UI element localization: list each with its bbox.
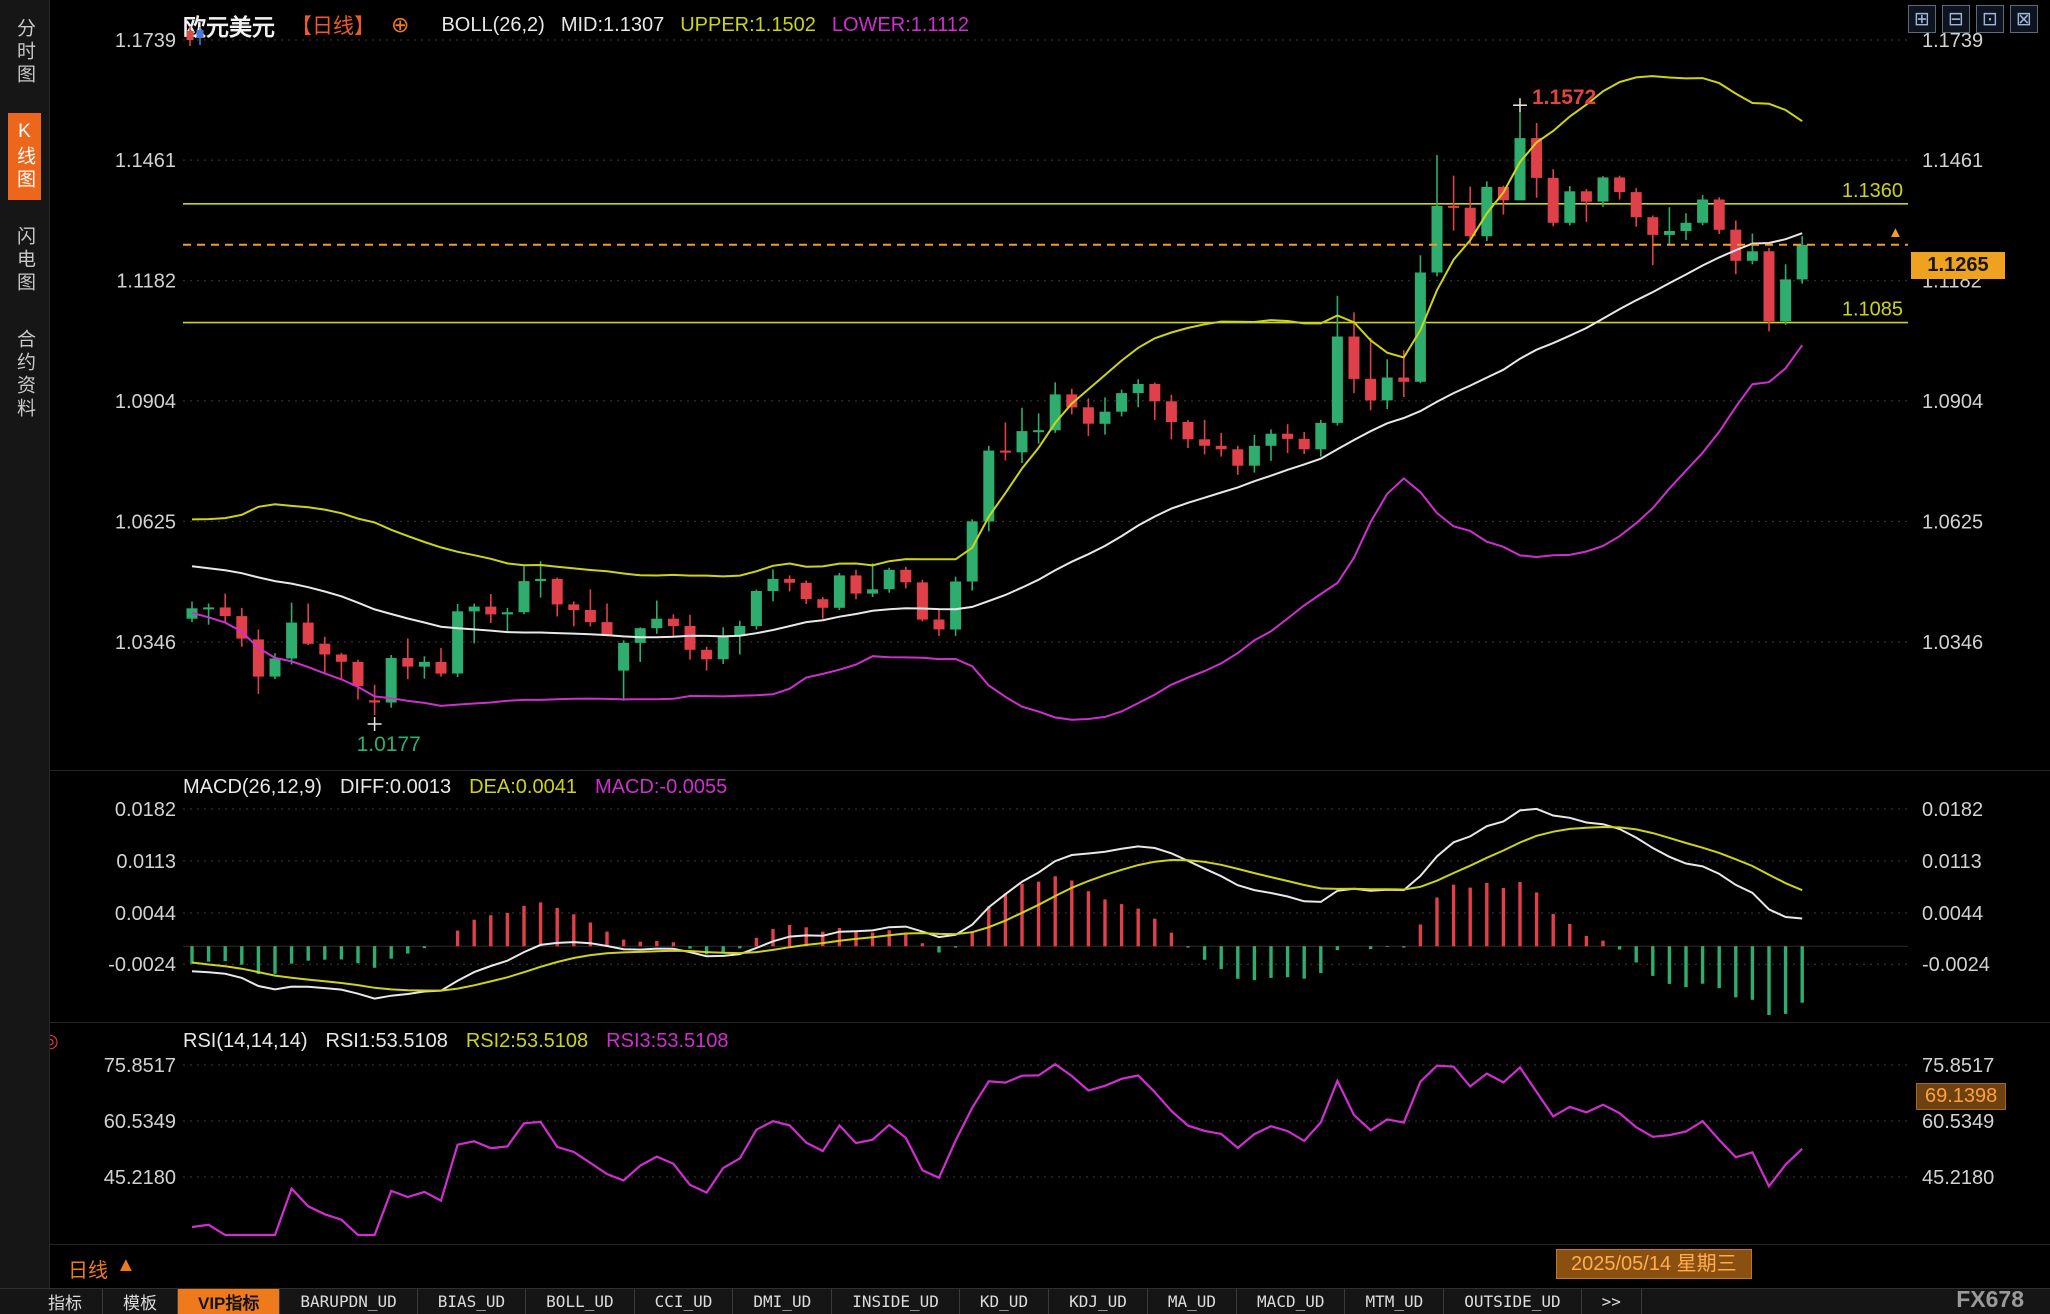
sidebar-item-3[interactable]: 合约资料 [14,329,35,421]
boll-lower-value: LOWER:1.1112 [831,13,969,36]
svg-text:0.0182: 0.0182 [115,799,176,821]
toolbar-indicator-kdj_ud[interactable]: KDJ_UD [1049,1289,1148,1314]
svg-text:1.1085: 1.1085 [1842,299,1903,321]
macd-bar-value: MACD:-0.0055 [594,776,728,798]
svg-text:75.8517: 75.8517 [1922,1055,1994,1077]
toolbar-indicator-cci_ud[interactable]: CCI_UD [635,1289,734,1314]
timeframe-up-arrow-icon: ▲ [116,1254,136,1276]
rsi3-value: RSI3:53.5108 [606,1030,729,1052]
macd-lines [191,807,1803,1000]
macd-label: MACD(26,12,9) [183,776,322,798]
svg-text:0.0044: 0.0044 [1922,903,1983,925]
svg-text:1.1182: 1.1182 [116,271,176,293]
bollinger-bands [191,75,1804,721]
price-up-arrow-icon: ▲ [1888,224,1903,241]
toolbar-indicator-inside_ud[interactable]: INSIDE_UD [832,1289,960,1314]
svg-text:45.2180: 45.2180 [1922,1167,1994,1189]
x-axis: 日线 ▲ 2025/05/14 星期三 [0,1244,2050,1289]
macd-diff-value: DIFF:0.0013 [339,776,452,798]
toolbar-tab-1[interactable]: 模板 [103,1289,178,1314]
toolbar-indicator-macd_ud[interactable]: MACD_UD [1237,1289,1346,1314]
svg-text:0.0113: 0.0113 [1922,851,1982,873]
svg-text:1.0625: 1.0625 [115,511,176,533]
svg-text:0.0113: 0.0113 [116,851,176,873]
rsi-panel[interactable]: 75.8517 75.8517 60.5349 60.5349 45.2180 45.21… [0,1022,2050,1245]
svg-text:1.0346: 1.0346 [1922,632,1983,654]
layout-split-icon[interactable]: ⊟ [1942,5,1970,33]
sidebar: 分时图 K线图闪电图合约资料 [0,0,50,1314]
boll-mid-value: MID:1.1307 [560,13,665,36]
macd-panel[interactable]: 0.0182 0.0182 0.0113 0.0113 0.0044 0.0044 -0.0… [0,770,2050,1023]
svg-text:-0.0024: -0.0024 [108,954,176,976]
layout-icons: ⊞ ⊟ ⊡ ⊠ [1908,5,2038,33]
rsi-label: RSI(14,14,14) [183,1030,308,1052]
toolbar-indicator-boll_ud[interactable]: BOLL_UD [526,1289,635,1314]
rsi-line [191,1062,1803,1237]
svg-text:1.0904: 1.0904 [1922,391,1983,413]
high-annotation: 1.1572 [1513,86,1596,113]
rsi2-value: RSI2:53.5108 [465,1030,589,1052]
timeframe-tag[interactable]: 【日线】 [291,15,375,38]
svg-text:1.1360: 1.1360 [1842,180,1903,202]
svg-text:0.0182: 0.0182 [1922,799,1983,821]
candles-layer [186,112,1808,715]
rsi1-value: RSI1:53.5108 [325,1030,448,1052]
layout-kline-icon[interactable]: ⊡ [1976,5,2004,33]
indicator-toolbar: 指标 模板 VIP指标 BARUPDN_UD BIAS_UD BOLL_UD CCI_UD D… [0,1288,2050,1314]
svg-text:1.1461: 1.1461 [1922,150,1983,172]
toolbar-tab-0[interactable]: 指标 [28,1289,103,1314]
date-badge: 2025/05/14 星期三 [1556,1249,1752,1279]
sidebar-item-2[interactable]: 闪电图 [14,226,35,295]
svg-text:1.0177: 1.0177 [357,733,421,756]
timeframe-button-label: 日线 [68,1260,108,1282]
toolbar-indicator-ma_ud[interactable]: MA_UD [1148,1289,1238,1314]
rsi-grid: 75.8517 75.8517 60.5349 60.5349 45.2180 45.21… [104,1055,1995,1189]
svg-text:-0.0024: -0.0024 [1922,954,1990,976]
toolbar-indicator-dmi_ud[interactable]: DMI_UD [733,1289,833,1314]
toolbar-indicator-outside_ud[interactable]: OUTSIDE_UD [1444,1289,1582,1314]
layout-quad-icon[interactable]: ⊞ [1908,5,1936,33]
macd-header: MACD(26,12,9) DIFF:0.0013 DEA:0.0041 MAC… [183,776,727,799]
macd-grid: 0.0182 0.0182 0.0113 0.0113 0.0044 0.0044 -0.0… [108,799,1990,976]
sidebar-item-1[interactable]: K线图 [8,113,41,200]
boll-label: BOLL(26,2) [441,13,545,36]
svg-text:45.2180: 45.2180 [104,1167,176,1189]
svg-text:1.1739: 1.1739 [1922,30,1983,52]
macd-dea-value: DEA:0.0041 [469,776,577,798]
svg-text:1.0904: 1.0904 [115,391,176,413]
add-indicator-icon[interactable]: ⊕ [391,12,410,37]
svg-text:0.0044: 0.0044 [115,903,176,925]
support-resistance-lines: 1.1360 1.1085 [183,180,1908,324]
toolbar-more-button[interactable]: >> [1582,1289,1642,1314]
toolbar-tab-2[interactable]: VIP指标 [178,1289,281,1314]
rsi-header: RSI(14,14,14) RSI1:53.5108 RSI2:53.5108 … [183,1030,729,1053]
layout-single-icon[interactable]: ⊠ [2010,5,2038,33]
watermark: FX678 [1956,1286,2024,1312]
macd-histogram [190,876,1804,1015]
sidebar-item-0[interactable]: 分时图 [14,18,35,87]
chart-header: 欧元美元 【日线】 ⊕ BOLL(26,2) MID:1.1307 UPPER:… [183,8,969,46]
timeframe-button[interactable]: 日线 ▲ [68,1254,136,1283]
toolbar-indicator-barupdn_ud[interactable]: BARUPDN_UD [280,1289,418,1314]
svg-text:1.0625: 1.0625 [1922,511,1983,533]
toolbar-indicator-mtm_ud[interactable]: MTM_UD [1345,1289,1445,1314]
boll-upper-value: UPPER:1.1502 [680,13,816,36]
svg-text:1.0346: 1.0346 [115,632,176,654]
svg-text:75.8517: 75.8517 [104,1055,176,1077]
toolbar-indicator-kd_ud[interactable]: KD_UD [960,1289,1050,1314]
svg-text:60.5349: 60.5349 [1922,1111,1994,1133]
svg-text:60.5349: 60.5349 [104,1111,176,1133]
svg-text:1.1572: 1.1572 [1532,86,1596,109]
rsi-value-badge: 69.1398 [1916,1083,2007,1110]
svg-text:1.1461: 1.1461 [115,150,176,172]
low-annotation: 1.0177 [357,717,421,756]
svg-text:1.1739: 1.1739 [115,30,176,52]
current-price-badge: 1.1265 [1911,252,2005,279]
toolbar-indicator-bias_ud[interactable]: BIAS_UD [418,1289,527,1314]
